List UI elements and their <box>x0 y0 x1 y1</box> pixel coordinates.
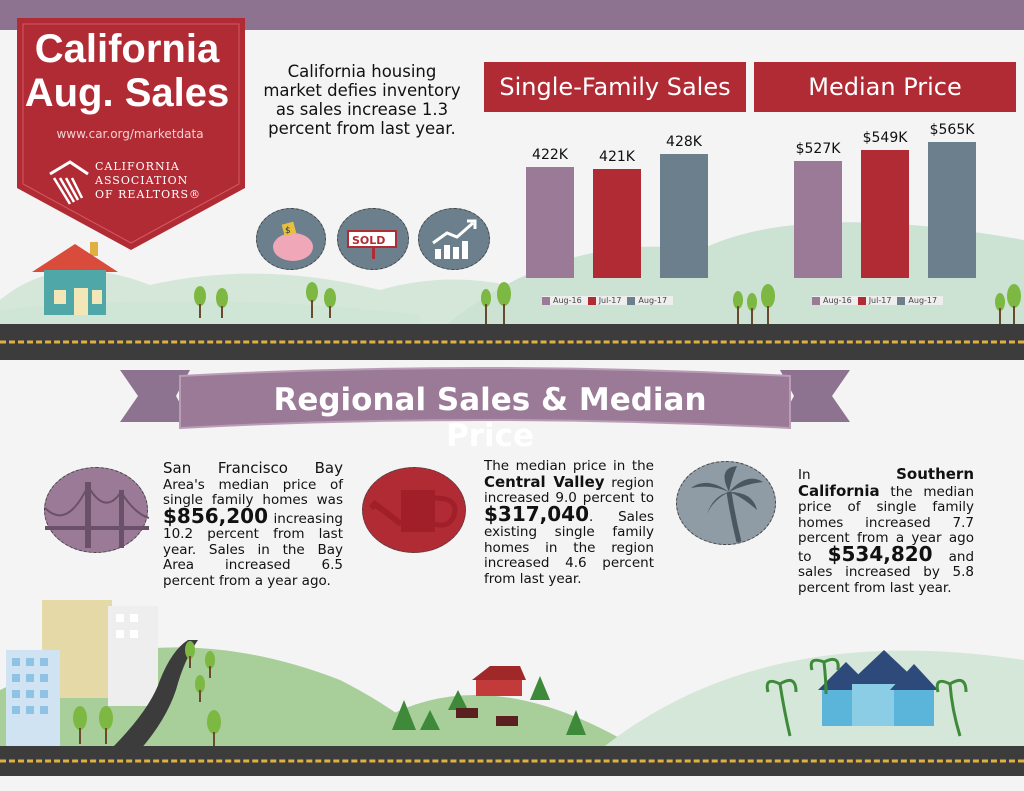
sales-bar-label-2: 428K <box>666 134 702 150</box>
svg-text:SOLD: SOLD <box>352 234 385 247</box>
price-legend: Aug-16 Jul-17 Aug-17 <box>812 296 944 305</box>
regional-title: Regional Sales & Median Price <box>273 382 707 454</box>
golden-gate-bridge-icon <box>44 467 150 553</box>
southern-california-heading: Southern California <box>798 465 974 500</box>
sales-legend-swatch-1 <box>587 296 596 305</box>
intro-text: California housing market defies invento… <box>263 62 461 138</box>
price-bar-label-1: $549K <box>862 130 908 146</box>
price-bar-label-2: $565K <box>929 122 975 138</box>
house-icon <box>32 242 118 315</box>
car-logo-icon <box>49 160 89 205</box>
piggy-bank-icon: $ <box>256 208 326 270</box>
sales-chart: 422K 421K 428K <box>518 110 718 278</box>
price-bar-label-0: $527K <box>795 141 841 157</box>
sales-bar-2 <box>660 154 708 278</box>
sales-header: Single-Family Sales <box>484 62 746 112</box>
sales-legend-swatch-0 <box>542 296 550 305</box>
price-bar-0 <box>794 161 842 278</box>
price-legend-swatch-1 <box>857 296 866 305</box>
price-bar-1 <box>861 150 909 278</box>
palm-tree-icon <box>676 461 776 545</box>
central-valley-heading: Central Valley <box>484 472 605 491</box>
price-legend-item-2: Aug-17 <box>897 296 937 305</box>
sales-bar-label-0: 422K <box>532 147 568 164</box>
banner-title: California Aug. Sales <box>24 27 230 115</box>
svg-text:$: $ <box>285 226 291 236</box>
price-header: Median Price <box>754 62 1016 112</box>
sales-bar-0 <box>526 167 574 278</box>
southern-california-text: In Southern California the median price … <box>798 465 975 596</box>
price-legend-item-0: Aug-16 <box>812 296 852 305</box>
sales-legend-item-0: Aug-16 <box>542 296 582 305</box>
central-valley-text: The median price in the Central Valley r… <box>484 458 654 587</box>
sales-legend-item-2: Aug-17 <box>627 296 667 305</box>
sales-bar-label-1: 421K <box>599 149 635 166</box>
central-valley-price: $317,040 <box>484 501 590 526</box>
sold-sign-icon: SOLD <box>337 208 409 270</box>
bay-area-heading: San Francisco Bay <box>163 459 343 477</box>
price-legend-swatch-2 <box>897 296 906 305</box>
southern-california-price: $534,820 <box>827 541 933 566</box>
trees-top-right <box>481 282 1021 324</box>
banner-url: www.car.org/marketdata <box>56 127 204 141</box>
road-bottom <box>0 746 1024 776</box>
watering-can-icon <box>362 467 466 553</box>
sales-legend: Aug-16 Jul-17 Aug-17 <box>542 296 674 305</box>
sales-legend-swatch-2 <box>627 296 636 305</box>
price-legend-item-1: Jul-17 <box>857 296 891 305</box>
sales-bar-1 <box>593 169 641 278</box>
bay-area-text: San Francisco Bay Area's median price of… <box>163 459 343 589</box>
road-top <box>0 324 1024 360</box>
trees-top-left <box>194 282 336 318</box>
price-bar-2 <box>928 142 976 278</box>
price-chart: $527K $549K $565K <box>786 110 986 278</box>
car-org-name: CALIFORNIA ASSOCIATION OF REALTORS® <box>95 160 201 201</box>
bay-area-price: $856,200 <box>163 503 269 528</box>
growth-chart-icon <box>418 208 490 270</box>
bottom-landscape <box>0 600 1024 750</box>
regional-ribbon <box>120 367 850 430</box>
sales-legend-item-1: Jul-17 <box>587 296 621 305</box>
price-legend-swatch-0 <box>812 296 820 305</box>
